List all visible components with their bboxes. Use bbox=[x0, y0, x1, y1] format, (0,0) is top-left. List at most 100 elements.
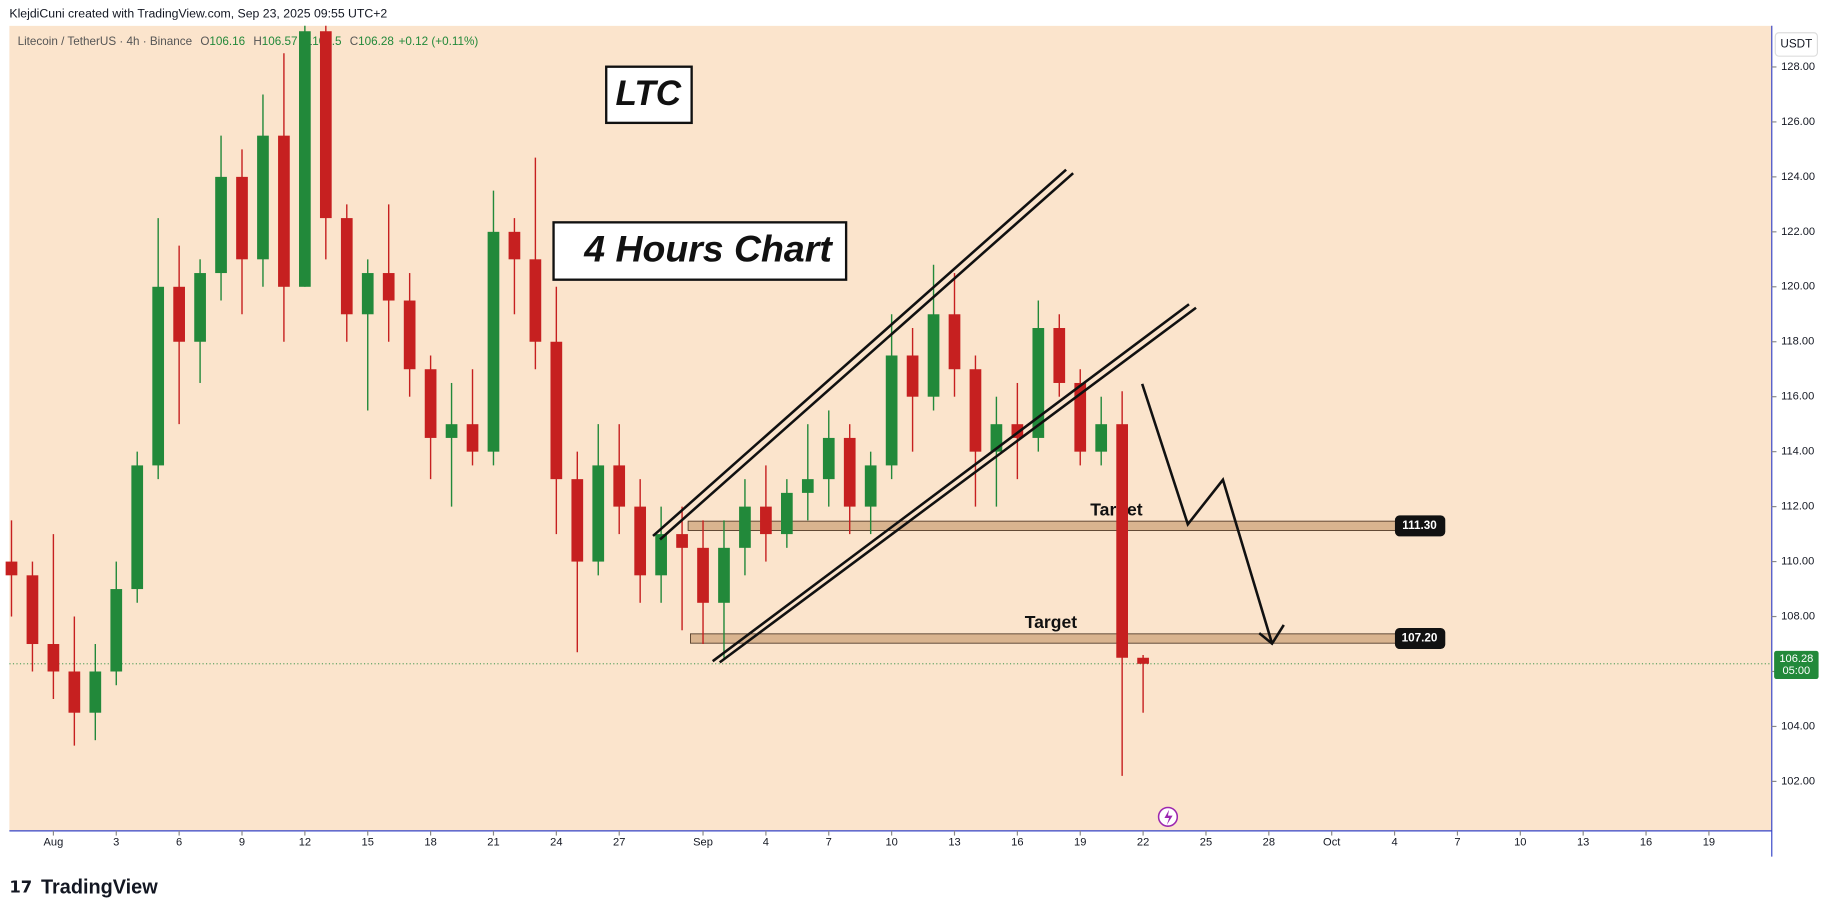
y-tick-label: 116.00 bbox=[1781, 391, 1814, 403]
x-tick-label: Sep bbox=[693, 837, 713, 849]
level-box bbox=[1394, 515, 1446, 537]
x-tick-label: 28 bbox=[1263, 837, 1275, 849]
candle-body bbox=[299, 31, 311, 287]
level-box bbox=[1394, 627, 1446, 650]
legend-change: +0.12 (+0.11%) bbox=[399, 35, 479, 48]
footer bbox=[0, 857, 1835, 917]
candle-body bbox=[445, 424, 458, 438]
chart-subtitle: 4 Hours Chart bbox=[583, 227, 833, 269]
y-tick-label: 126.00 bbox=[1781, 116, 1815, 128]
candle-body bbox=[613, 465, 626, 507]
candle-body bbox=[529, 259, 542, 342]
x-tick-label: 6 bbox=[176, 837, 182, 849]
candle-body bbox=[424, 369, 437, 438]
candle-body bbox=[110, 589, 123, 672]
x-tick-label: 16 bbox=[1640, 837, 1652, 849]
title-box bbox=[605, 65, 693, 125]
y-tick-label: 114.00 bbox=[1781, 446, 1814, 458]
header-bar bbox=[0, 0, 1835, 26]
candle-body bbox=[1011, 424, 1024, 438]
x-tick-label: 7 bbox=[826, 837, 832, 849]
subtitle-box bbox=[552, 221, 848, 281]
candle-body bbox=[1053, 328, 1066, 383]
candle-body bbox=[1095, 424, 1108, 452]
last-price-box bbox=[1774, 650, 1819, 680]
candle-body bbox=[47, 644, 60, 672]
candle-body bbox=[382, 273, 395, 301]
legend-value: 106.16 bbox=[209, 35, 245, 48]
legend-value: 106.57 bbox=[262, 35, 298, 48]
candle-body bbox=[278, 135, 290, 287]
candle-body bbox=[1137, 657, 1149, 664]
y-tick-label: 124.00 bbox=[1781, 171, 1815, 183]
legend: Litecoin / TetherUS · 4h · Binance O106.1… bbox=[18, 35, 479, 48]
target-label: Target bbox=[1025, 612, 1077, 632]
candle-body bbox=[781, 492, 793, 535]
x-tick-label: 18 bbox=[424, 837, 436, 849]
x-tick-label: 24 bbox=[550, 837, 562, 849]
candle-body bbox=[906, 355, 919, 397]
y-tick-label: 108.00 bbox=[1781, 610, 1815, 622]
x-tick-label: 22 bbox=[1137, 837, 1149, 849]
candle-body bbox=[257, 135, 269, 260]
candle-body bbox=[26, 575, 39, 645]
y-tick-label: 120.00 bbox=[1781, 281, 1815, 293]
x-tick-label: 16 bbox=[1011, 837, 1023, 849]
x-tick-label: 7 bbox=[1454, 837, 1460, 849]
x-tick-label: 21 bbox=[487, 837, 499, 849]
candle-body bbox=[885, 355, 898, 466]
event-bolt bbox=[1164, 809, 1173, 826]
drawings bbox=[652, 168, 1285, 664]
candle-body bbox=[1116, 424, 1128, 658]
legend-value: 106.28 bbox=[358, 35, 394, 48]
candle-body bbox=[68, 671, 81, 713]
candle-body bbox=[1032, 328, 1045, 438]
y-tick-label: 110.00 bbox=[1781, 556, 1814, 568]
x-tick-label: 13 bbox=[948, 837, 960, 849]
legend-key: O bbox=[200, 35, 209, 48]
candle-body bbox=[739, 506, 751, 548]
candle-body bbox=[592, 465, 605, 562]
x-tick-label: 13 bbox=[1577, 837, 1589, 849]
header-text: KlejdiCuni created with TradingView.com,… bbox=[9, 6, 387, 20]
marks: 102.00104.00106.00108.00110.00112.00114.… bbox=[5, 25, 1819, 849]
currency-box bbox=[1774, 32, 1818, 57]
candle-body bbox=[236, 176, 248, 260]
y-tick-label: 122.00 bbox=[1781, 226, 1815, 238]
candle-body bbox=[801, 479, 814, 493]
y-tick-label: 102.00 bbox=[1781, 775, 1815, 787]
x-tick-label: 9 bbox=[239, 837, 245, 849]
candle-body bbox=[508, 231, 521, 260]
y-tick-label: 118.00 bbox=[1781, 336, 1814, 348]
candle-body bbox=[822, 437, 835, 480]
x-tick-label: 19 bbox=[1703, 837, 1715, 849]
candle-body bbox=[173, 286, 185, 342]
level-value: 107.20 bbox=[1402, 632, 1438, 645]
candle-body bbox=[864, 465, 877, 507]
candle-body bbox=[634, 506, 647, 576]
x-tick-label: 4 bbox=[763, 837, 769, 849]
candle-body bbox=[571, 479, 584, 562]
currency: USDT bbox=[1780, 38, 1812, 51]
last-price-label: 106.28 bbox=[1779, 653, 1813, 665]
candle-body bbox=[1074, 382, 1087, 452]
x-tick-label: 19 bbox=[1074, 837, 1086, 849]
candle-body bbox=[676, 534, 688, 548]
x-tick-label: 3 bbox=[113, 837, 119, 849]
brand: TradingView bbox=[41, 876, 158, 898]
candle-body bbox=[760, 506, 772, 535]
candle-body bbox=[655, 534, 667, 576]
x-tick-label: Oct bbox=[1323, 837, 1340, 849]
y-tick-label: 104.00 bbox=[1781, 720, 1815, 732]
y-tick-label: 128.00 bbox=[1781, 61, 1815, 73]
x-tick-label: 25 bbox=[1200, 837, 1212, 849]
target-zone bbox=[690, 633, 1399, 644]
candle-body bbox=[5, 561, 18, 576]
brand-logo: 𝟭𝟳 bbox=[9, 879, 32, 897]
countdown: 05:00 bbox=[1782, 665, 1810, 677]
candle-body bbox=[550, 341, 563, 480]
x-tick-label: 27 bbox=[613, 837, 625, 849]
candle-body bbox=[89, 671, 102, 713]
legend-symbol: Litecoin / TetherUS · 4h · Binance bbox=[18, 35, 193, 48]
legend-key: H bbox=[253, 35, 261, 48]
